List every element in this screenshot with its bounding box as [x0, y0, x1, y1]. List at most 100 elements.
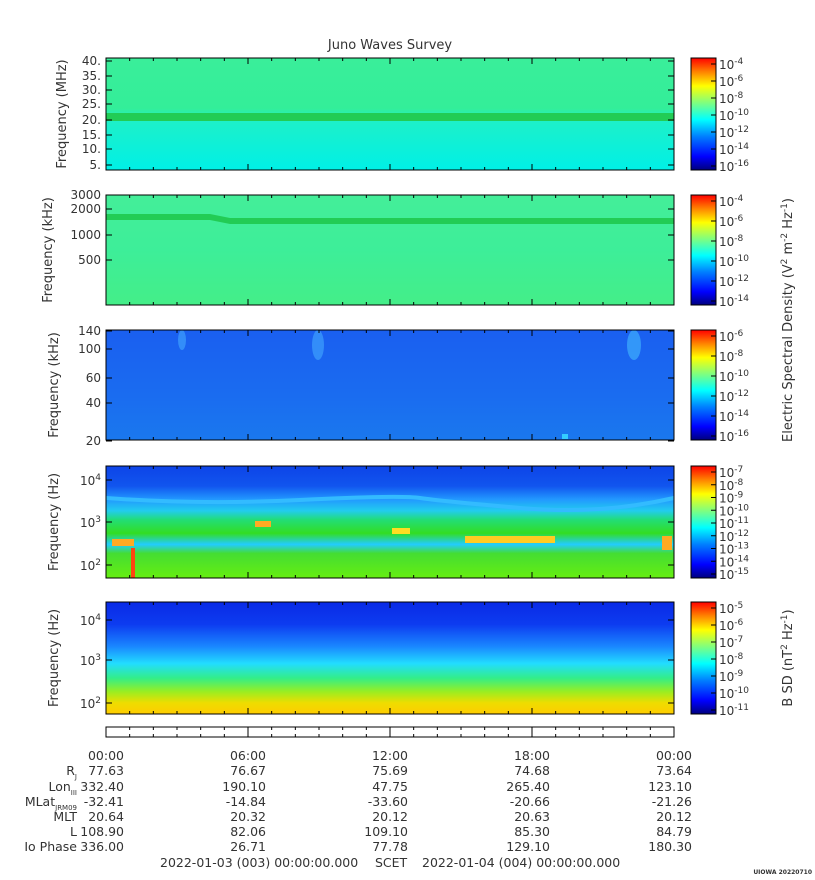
- ephemeris-value: 20.12: [656, 809, 692, 824]
- panel-3-emission-2: [312, 330, 324, 360]
- panel-3-emission-1: [178, 330, 186, 350]
- ephemeris-value: 332.40: [80, 779, 124, 794]
- ephemeris-value: -14.84: [226, 794, 266, 809]
- panel-2-ytick-label: 1000: [70, 228, 101, 242]
- time-axis-ticks: [105, 727, 675, 737]
- panel-2-ytick-label: 2000: [70, 202, 101, 216]
- ephemeris-value: -32.41: [84, 794, 124, 809]
- ephemeris-value: 74.68: [514, 763, 550, 778]
- ephemeris-value: 180.30: [648, 839, 692, 854]
- panel-2-colorbar-tick-label: 10-6: [719, 214, 744, 229]
- panel-4-emission-6: [662, 536, 672, 550]
- time-label-3: 18:00: [514, 748, 550, 763]
- panel-1-ytick-label: 40.: [82, 54, 101, 68]
- panel-3-ytick-label: 140: [78, 324, 101, 338]
- ephemeris-value: 73.64: [656, 763, 692, 778]
- panel-4-emission-5: [392, 528, 410, 534]
- panel-5-colorbar-frame: [690, 601, 717, 715]
- ephemeris-value: -33.60: [368, 794, 408, 809]
- credit-label: UIOWA 20220710: [753, 869, 812, 876]
- ephemeris-value: 82.06: [230, 824, 266, 839]
- panel-3-colorbar-tick-label: 10-12: [719, 389, 749, 404]
- panel-3-colorbar: 10-6 10-8 10-10 10-12 10-14 10-16: [690, 329, 749, 444]
- panel-1-colorbar-tick-label: 10-4: [719, 57, 744, 72]
- chart-title: Juno Waves Survey: [327, 38, 453, 53]
- panel-4-colorbar-tick-label: 10-7: [719, 465, 743, 480]
- panel-3-colorbar-scale: [691, 330, 716, 440]
- panel-1-ylabel: Frequency (MHz): [55, 59, 70, 168]
- panel-1-colorbar-tick-label: 10-6: [719, 74, 744, 89]
- panel-1-ytick-label: 15.: [82, 128, 101, 142]
- magnetic-colorbar-label: B SD (nT2 Hz-1): [780, 609, 796, 706]
- panel-2-band: [106, 214, 674, 224]
- ephemeris-value: 47.75: [372, 779, 408, 794]
- panel-2-ytick-label: 3000: [70, 188, 101, 202]
- panel-5-colorbar-tick-label: 10-11: [719, 703, 749, 718]
- ephemeris-value: -21.26: [652, 794, 692, 809]
- ephemeris-value: 77.78: [372, 839, 408, 854]
- ephemeris-label: MLatJRM09: [25, 794, 77, 812]
- electric-colorbar-label: Electric Spectral Density (V2 m-2 Hz-1): [780, 198, 796, 442]
- panel-1-colorbar-frame: [690, 57, 717, 171]
- panel-2-colorbar-tick-label: 10-4: [719, 194, 744, 209]
- panel-5-colorbar-tick-label: 10-6: [719, 618, 744, 633]
- panel-4-colorbar-tick-label: 10-9: [719, 491, 744, 506]
- ephemeris-value: 108.90: [80, 824, 124, 839]
- panel-5-ytick-label: 104: [80, 613, 101, 628]
- panel-1-ytick-label: 30.: [82, 83, 101, 97]
- panel-4-colorbar-tick-label: 10-10: [719, 503, 749, 518]
- ephemeris-value: 20.12: [372, 809, 408, 824]
- ephemeris-table: 00:00 06:00 12:00 18:00 00:00 RJ 77.63 76.67 75.…: [24, 748, 692, 854]
- ephemeris-value: 76.67: [230, 763, 266, 778]
- ephemeris-value: 75.69: [372, 763, 408, 778]
- ephemeris-label: Io Phase: [24, 839, 77, 854]
- panel-2-colorbar-tick-label: 10-8: [719, 234, 744, 249]
- ephemeris-value: 129.10: [506, 839, 550, 854]
- panel-3-ylabel: Frequency (kHz): [47, 332, 62, 438]
- panel-3-colorbar-tick-label: 10-6: [719, 329, 744, 344]
- panel-4-emission-3: [112, 539, 134, 546]
- panel-4-colorbar-tick-label: 10-8: [719, 478, 744, 493]
- panel-3-colorbar-tick-label: 10-10: [719, 369, 749, 384]
- panel-1-colorbar-tick-label: 10-14: [719, 142, 749, 157]
- ephemeris-value: 20.32: [230, 809, 266, 824]
- panel-1-ytick-label: 10.: [82, 142, 101, 156]
- panel-4-colorbar-tick-label: 10-11: [719, 516, 749, 531]
- time-end: 2022-01-04 (004) 00:00:00.000: [422, 855, 620, 870]
- panel-4-ytick-label: 102: [80, 558, 101, 573]
- time-label-2: 12:00: [372, 748, 408, 763]
- panel-4-ytick-label: 104: [80, 473, 101, 488]
- ephemeris-value: -20.66: [510, 794, 550, 809]
- panel-4-colorbar-tick-label: 10-12: [719, 529, 749, 544]
- time-label-0: 00:00: [88, 748, 124, 763]
- panel-1-colorbar: 10-4 10-6 10-8 10-10 10-12 10-14 10-16: [690, 57, 749, 174]
- panel-2-ytick-label: 500: [78, 253, 101, 267]
- panel-1-ytick-label: 25.: [82, 97, 101, 111]
- panel-3-colorbar-tick-label: 10-16: [719, 429, 749, 444]
- panel-4-colorbar-frame: [690, 465, 717, 579]
- panel-2-spectrogram: [106, 195, 674, 305]
- panel-5-colorbar-tick-label: 10-5: [719, 601, 743, 616]
- panel-1-colorbar-tick-label: 10-8: [719, 91, 744, 106]
- ephemeris-label: RJ: [66, 763, 77, 781]
- panel-4-ytick-label: 103: [80, 515, 101, 530]
- panel-5-colorbar-tick-label: 10-7: [719, 635, 743, 650]
- panel-4-upper-boundary: [105, 494, 675, 513]
- panel-3-emission-3: [627, 330, 641, 360]
- panel-5-ytick-label: 102: [80, 696, 101, 711]
- panel-5-ylabel: Frequency (Hz): [47, 609, 62, 707]
- panel-4-emission-1: [255, 521, 271, 527]
- panel-2-colorbar-tick-label: 10-12: [719, 274, 749, 289]
- time-start: 2022-01-03 (003) 00:00:00.000: [160, 855, 358, 870]
- panel-1-ytick-label: 35.: [82, 69, 101, 83]
- ephemeris-label: MLT: [53, 809, 77, 824]
- panel-2-ylabel: Frequency (kHz): [41, 197, 56, 303]
- panel-3-colorbar-frame: [690, 329, 717, 441]
- panel-4-ylabel: Frequency (Hz): [47, 473, 62, 571]
- panel-5-ytick-label: 103: [80, 653, 101, 668]
- panel-1-colorbar-tick-label: 10-10: [719, 108, 749, 123]
- panel-3-spectrogram: [106, 330, 674, 440]
- panel-1-ytick-label: 20.: [82, 113, 101, 127]
